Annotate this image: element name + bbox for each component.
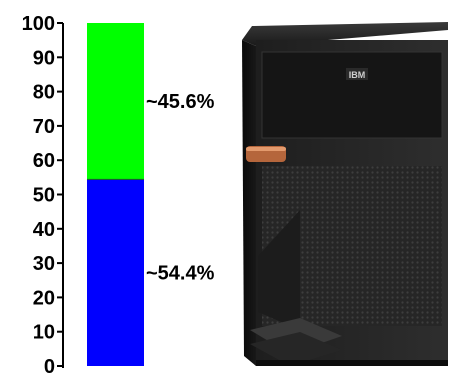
y-tick-label: 20 bbox=[33, 287, 55, 309]
chart-area: 0 10 20 30 40 50 60 70 80 90 100 ~54.4% ~45.6% bbox=[22, 13, 215, 378]
bar-segments bbox=[87, 23, 144, 366]
y-axis: 0 10 20 30 40 50 60 70 80 90 100 bbox=[22, 13, 64, 378]
bar-segment bbox=[87, 23, 144, 180]
segment-percent-label: ~45.6% bbox=[146, 91, 215, 113]
y-tick-label: 60 bbox=[33, 150, 55, 172]
data-labels: ~54.4% ~45.6% bbox=[146, 91, 215, 285]
segment-percent-label: ~54.4% bbox=[146, 263, 215, 285]
y-tick-label: 100 bbox=[22, 13, 55, 35]
y-tick-label: 40 bbox=[33, 219, 55, 241]
y-tick-label: 70 bbox=[33, 116, 55, 138]
y-tick-label: 0 bbox=[44, 356, 55, 378]
y-tick-label: 50 bbox=[33, 185, 55, 207]
server-image: IBM bbox=[242, 22, 448, 366]
ibm-logo: IBM bbox=[346, 68, 368, 80]
y-tick-label: 30 bbox=[33, 253, 55, 275]
y-tick-label: 10 bbox=[33, 322, 55, 344]
bar-segment bbox=[87, 179, 144, 366]
y-tick-label: 80 bbox=[33, 82, 55, 104]
y-tick-label: 90 bbox=[33, 47, 55, 69]
svg-text:IBM: IBM bbox=[349, 70, 366, 80]
